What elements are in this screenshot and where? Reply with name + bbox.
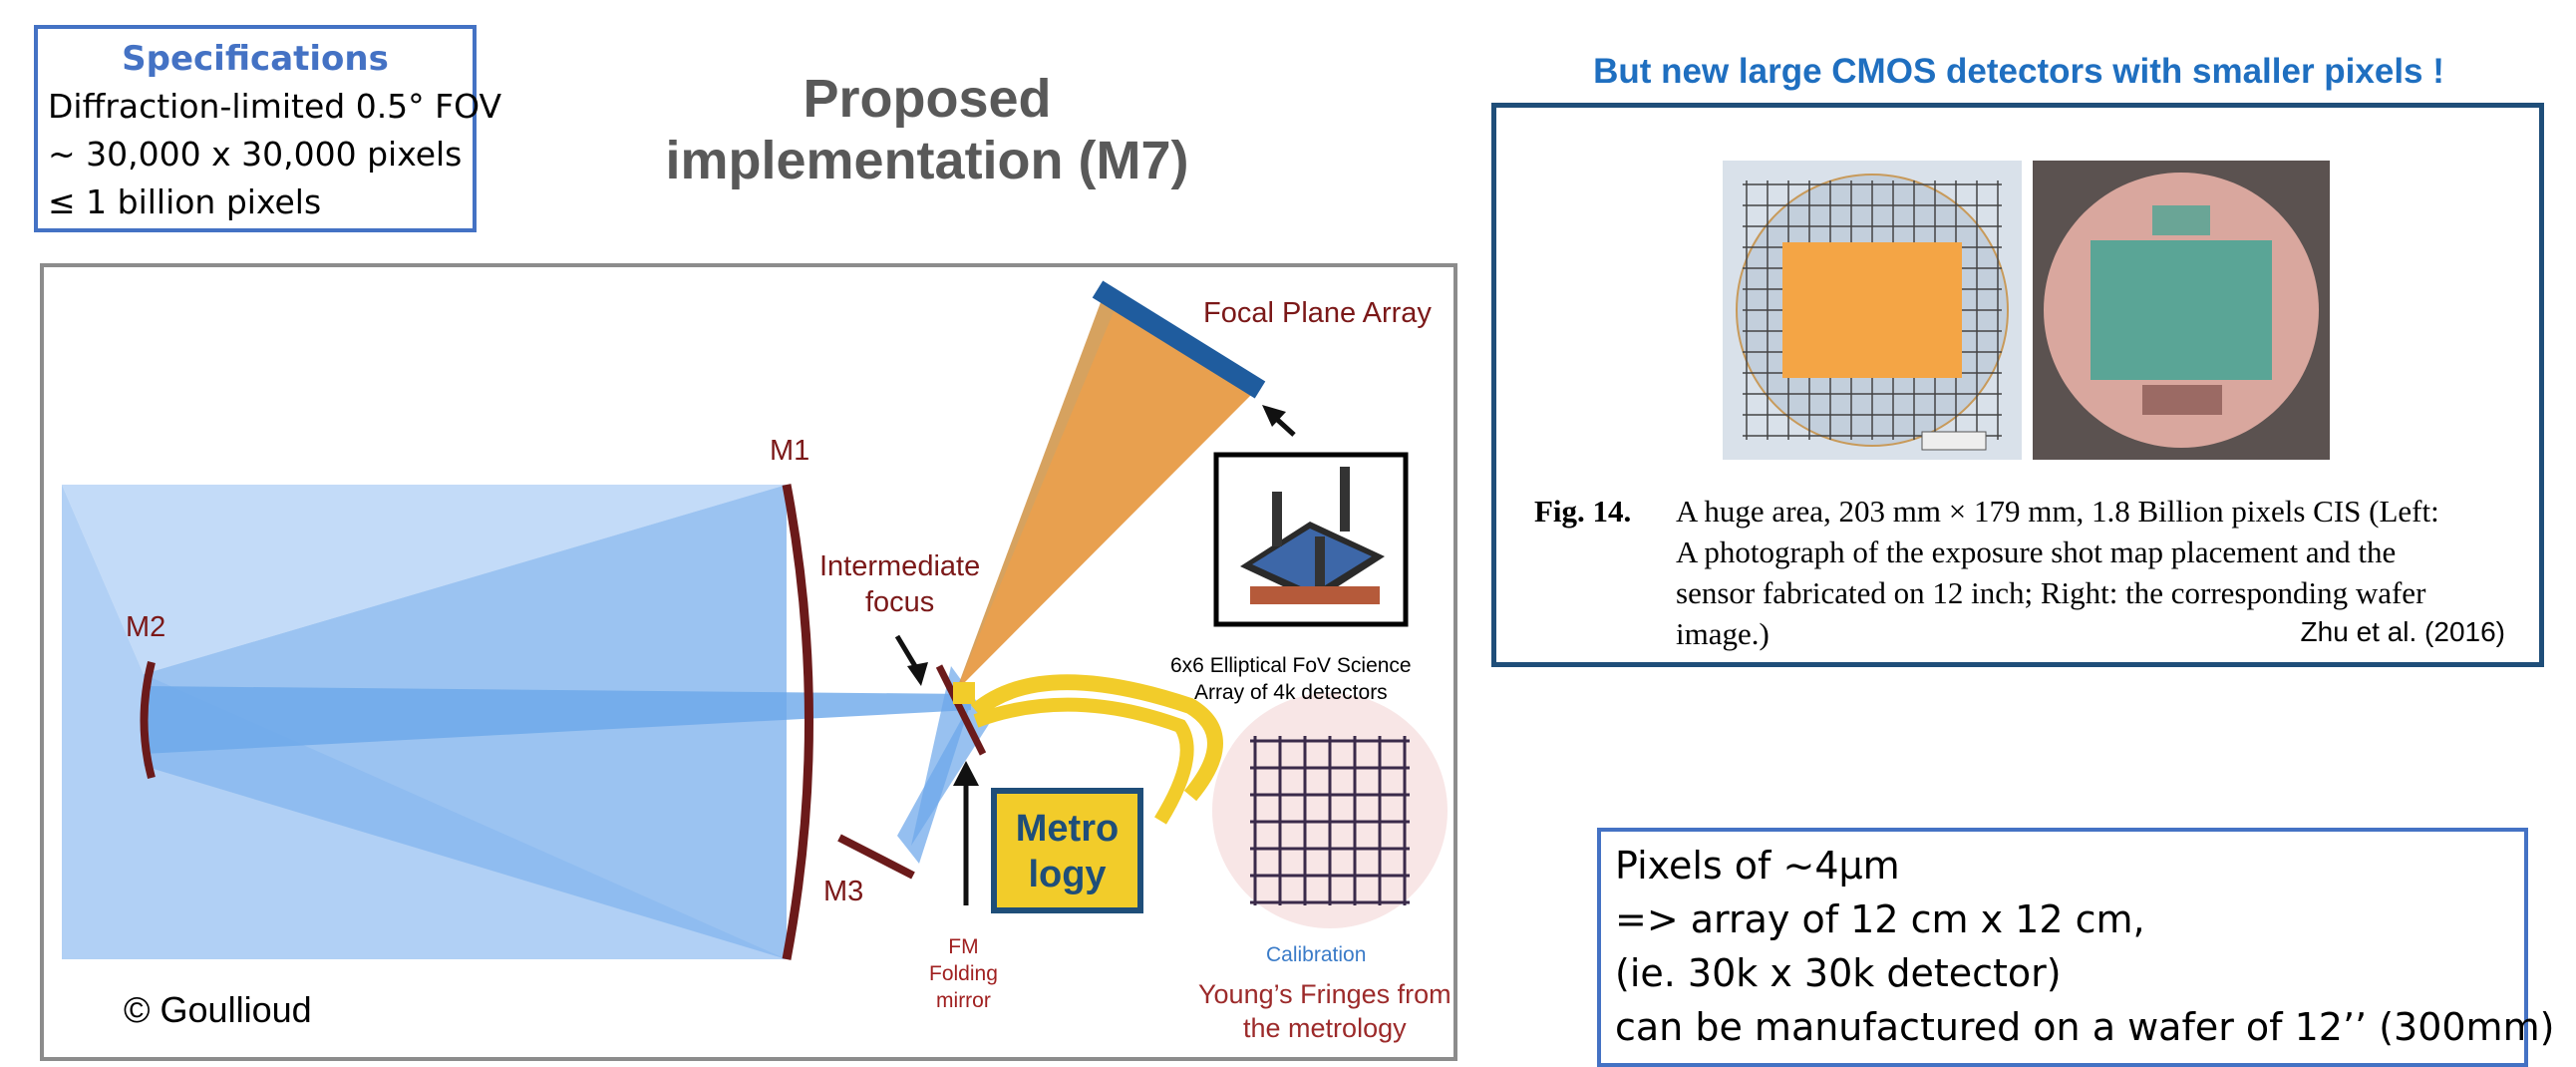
m1-mirror [782, 484, 813, 960]
array-caption: 6x6 Elliptical FoV Science Array of 4k d… [1170, 652, 1412, 706]
m3-mirror [837, 834, 915, 880]
spec-fov: Diffraction-limited 0.5° FOV [48, 87, 502, 126]
detector-post-3 [1315, 536, 1325, 596]
fold-arrowhead [953, 761, 979, 786]
pixels-box: Pixels of ~4µm => array of 12 cm x 12 cm… [1597, 828, 2554, 1067]
metrology-arm-upper [970, 674, 1223, 802]
fold-mirror [935, 664, 987, 756]
fpa-cone-edge [956, 297, 1116, 691]
array-caption-line-1: 6x6 Elliptical FoV Science [1170, 654, 1412, 677]
detector-post-2 [1340, 467, 1350, 532]
m3-to-fold-beam [911, 666, 991, 846]
specifications-title: Specifications [122, 39, 389, 79]
wafer-map-image [1723, 161, 2022, 460]
calibration-label: Calibration [1266, 943, 1367, 966]
fpa-arrowhead [1262, 405, 1286, 427]
caption-line-4: image.) [1676, 616, 1770, 651]
fpa-bar [1092, 280, 1266, 399]
metrology-line-1: Metro [1015, 808, 1120, 850]
fringes-line-1: Young’s Fringes from [1198, 979, 1451, 1009]
m3-label: M3 [823, 876, 864, 907]
cmos-heading: But new large CMOS detectors with smalle… [1593, 52, 2444, 91]
metrology-box [991, 788, 1143, 913]
m2-to-focus-beam [144, 686, 971, 754]
specifications-box: Specifications Diffraction-limited 0.5° … [34, 25, 501, 232]
optical-layout-svg [62, 280, 1448, 960]
fm-line-3: mirror [936, 989, 991, 1012]
input-beam-lower [62, 485, 787, 959]
detector-post-1 [1272, 492, 1282, 546]
focus-arrowhead [907, 662, 928, 686]
title-line-1: Proposed [803, 69, 1052, 129]
pixels-line-1: Pixels of ~4µm [1615, 844, 1900, 888]
caption-line-3: sensor fabricated on 12 inch; Right: the… [1676, 575, 2426, 610]
intermediate-focus-marker [953, 682, 975, 704]
figure-citation: Zhu et al. (2016) [2300, 616, 2505, 647]
detector-pins [1250, 586, 1380, 604]
array-caption-line-2: Array of 4k detectors [1193, 681, 1388, 704]
fpa-cone [956, 297, 1254, 691]
detector-surface [1252, 529, 1372, 592]
calibration-grid [1250, 736, 1410, 905]
intermediate-focus-label: Intermediate focus [819, 548, 980, 620]
metrology-label: Metro logy [1001, 806, 1133, 897]
figure-box: Fig. 14. A huge area, 203 mm × 179 mm, 1… [1491, 103, 2544, 667]
m2-mirror [140, 661, 156, 780]
spec-billion: ≤ 1 billion pixels [48, 182, 322, 221]
credit-label: © Goullioud [124, 989, 312, 1030]
metrology-arm-lower [973, 697, 1194, 825]
spec-pixels: ~ 30,000 x 30,000 pixels [48, 135, 463, 174]
fm-label: FM Folding mirror [929, 933, 998, 1014]
title-line-2: implementation (M7) [665, 131, 1189, 190]
fm-line-1: FM [948, 935, 979, 958]
page-title: Proposed implementation (M7) [638, 68, 1216, 191]
fm-line-2: Folding [929, 962, 998, 985]
pixels-line-3: (ie. 30k x 30k detector) [1615, 951, 2062, 995]
figure-number: Fig. 14. [1534, 494, 1632, 529]
wafer-photo-image [2033, 161, 2330, 460]
intermediate-focus-line-2: focus [864, 586, 935, 618]
fringes-line-2: the metrology [1243, 1013, 1407, 1043]
intermediate-focus-line-1: Intermediate [819, 550, 981, 582]
m2-label: M2 [126, 611, 166, 643]
caption-line-1: A huge area, 203 mm × 179 mm, 1.8 Billio… [1676, 494, 2439, 529]
fringes-label: Young’s Fringes from the metrology [1198, 977, 1451, 1045]
optical-diagram: Focal Plane Array M1 M2 M3 Intermediate … [40, 263, 1457, 1061]
pixels-line-2: => array of 12 cm x 12 cm, [1615, 897, 2145, 941]
m1-label: M1 [770, 435, 810, 467]
focal-plane-label: Focal Plane Array [1203, 297, 1432, 329]
pixels-line-4: can be manufactured on a wafer of 12’’ (… [1615, 1005, 2555, 1049]
input-beam-upper [62, 485, 787, 674]
caption-line-2: A photograph of the exposure shot map pl… [1676, 534, 2397, 569]
metrology-line-2: logy [1028, 854, 1107, 895]
